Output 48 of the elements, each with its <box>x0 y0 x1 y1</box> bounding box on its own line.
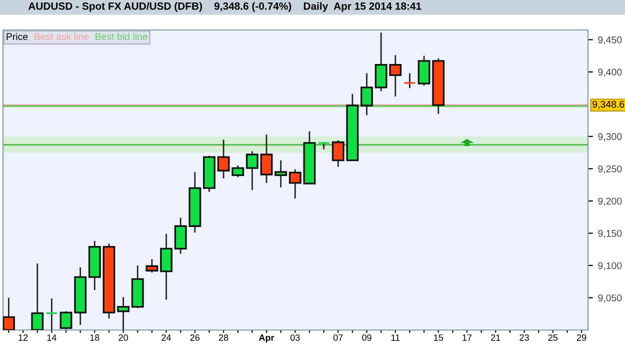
candlestick <box>360 72 373 116</box>
text: Price <box>6 32 28 40</box>
annotation: 9,348.6 <box>592 100 624 109</box>
x-tick-label: 24 <box>162 334 172 341</box>
candlestick <box>3 297 15 330</box>
x-tick-label: 18 <box>90 334 100 341</box>
chart-title: AUDUSD - Spot FX AUD/USD (DFB) 9,348.6 (-0.74%) Daily Apr 15 2014 18:41 <box>28 2 422 12</box>
x-tick-label: 21 <box>491 334 500 341</box>
candlestick <box>45 298 58 330</box>
candlestick <box>246 150 258 191</box>
candlestick <box>146 258 158 274</box>
y-tick-label: 9,250 <box>598 165 622 174</box>
x-tick-label: 12 <box>18 334 28 341</box>
candlestick <box>418 55 430 86</box>
ref-line-label: Best ask line <box>34 32 89 40</box>
x-tick-label: 09 <box>362 334 372 341</box>
candlestick <box>260 134 273 184</box>
x-tick-label: 20 <box>118 334 128 341</box>
candlestick <box>274 160 288 188</box>
x-tick-label: 03 <box>290 334 300 341</box>
candlestick <box>217 138 230 180</box>
x-tick-label: 25 <box>548 334 558 341</box>
candlestick <box>31 262 44 330</box>
x-tick-label: 26 <box>190 334 200 341</box>
x-tick-label: 14 <box>47 334 56 341</box>
x-tick-label: Apr <box>258 334 274 343</box>
candlestick <box>160 233 172 300</box>
x-tick-label: 28 <box>218 334 228 341</box>
x-tick-label: 07 <box>333 334 343 341</box>
y-tick-label: 9,150 <box>598 230 622 238</box>
y-tick-label: 9,100 <box>598 262 622 270</box>
candlestick <box>404 72 416 89</box>
y-tick-label: 9,200 <box>598 198 622 206</box>
candlestick <box>318 142 330 150</box>
candlestick <box>288 168 302 200</box>
x-tick-label: 17 <box>462 334 472 341</box>
y-tick-label: 9,400 <box>598 68 622 77</box>
x-tick-label: 15 <box>434 334 443 341</box>
x-tick-label: 29 <box>576 334 586 341</box>
y-tick-label: 9,300 <box>598 133 622 142</box>
y-tick-label: 9,050 <box>598 294 622 303</box>
candlestick <box>232 164 244 178</box>
candlestick <box>117 296 130 330</box>
x-tick-label: 11 <box>391 334 400 341</box>
candlestick <box>60 310 72 330</box>
ref-line-label: Best bid line <box>96 32 148 40</box>
y-tick-label: 9,450 <box>598 36 622 44</box>
x-tick-label: 23 <box>520 334 529 341</box>
